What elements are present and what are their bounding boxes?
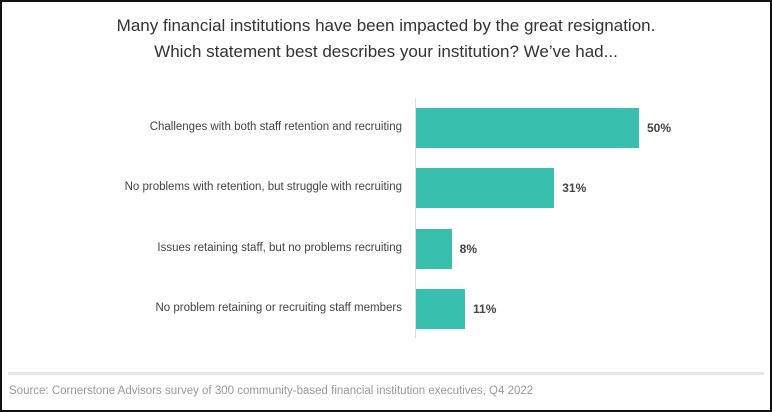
category-label: Issues retaining staff, but no problems … [157, 241, 402, 254]
category-label: No problem retaining or recruiting staff… [155, 301, 402, 314]
y-axis-line [415, 98, 416, 338]
footer-divider [8, 372, 764, 375]
chart-title-line-2: Which statement best describes your inst… [154, 42, 618, 61]
bar [416, 168, 555, 209]
data-label: 8% [459, 241, 478, 256]
category-label: No problems with retention, but struggle… [124, 181, 402, 194]
category-label: Challenges with both staff retention and… [149, 121, 402, 133]
bar [416, 228, 452, 269]
bar [416, 108, 639, 148]
data-label: 50% [647, 121, 672, 135]
bar [416, 288, 466, 329]
data-label: 11% [473, 301, 497, 316]
source-note: Source: Cornerstone Advisors survey of 3… [9, 385, 534, 397]
data-label: 31% [562, 181, 587, 196]
chart-title-line-1: Many financial institutions have been im… [116, 16, 656, 35]
